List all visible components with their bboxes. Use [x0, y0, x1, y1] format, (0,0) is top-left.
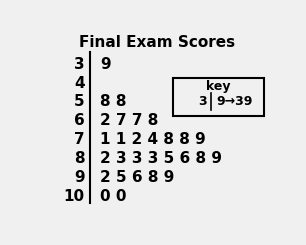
- Text: 4: 4: [74, 76, 84, 91]
- Text: 9: 9: [74, 170, 84, 185]
- Text: 9→39: 9→39: [216, 95, 252, 108]
- Text: 5: 5: [74, 95, 84, 110]
- Text: 2 5 6 8 9: 2 5 6 8 9: [100, 170, 174, 185]
- Text: 10: 10: [63, 189, 84, 204]
- Text: key: key: [206, 80, 231, 93]
- Text: 0 0: 0 0: [100, 189, 126, 204]
- Text: 8: 8: [74, 151, 84, 166]
- Text: 6: 6: [74, 113, 84, 128]
- Text: 2 7 7 8: 2 7 7 8: [100, 113, 158, 128]
- FancyBboxPatch shape: [174, 78, 263, 116]
- Text: 7: 7: [74, 132, 84, 147]
- Text: 3: 3: [198, 95, 207, 108]
- Text: 3: 3: [74, 57, 84, 72]
- Text: 8 8: 8 8: [100, 95, 126, 110]
- Text: Final Exam Scores: Final Exam Scores: [79, 35, 235, 50]
- Text: 2 3 3 3 5 6 8 9: 2 3 3 3 5 6 8 9: [100, 151, 222, 166]
- Text: 9: 9: [100, 57, 110, 72]
- Text: 1 1 2 4 8 8 9: 1 1 2 4 8 8 9: [100, 132, 206, 147]
